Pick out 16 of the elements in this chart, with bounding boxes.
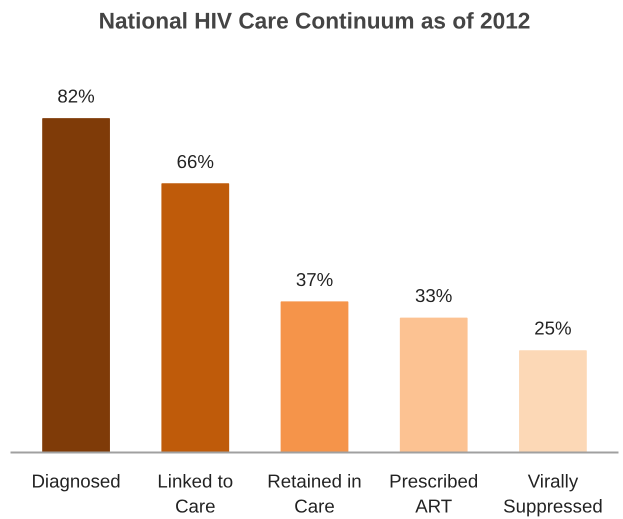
x-tick-label: Retained in Care	[267, 470, 362, 517]
data-label: 25%	[534, 318, 572, 339]
bar	[400, 318, 468, 452]
data-label: 82%	[57, 86, 95, 107]
x-tick-label: Prescribed ART	[389, 470, 478, 517]
data-label: 37%	[296, 268, 334, 290]
data-label: 66%	[176, 150, 214, 172]
bar	[280, 301, 348, 452]
chart-title: National HIV Care Continuum as of 2012	[98, 8, 530, 34]
bar	[519, 350, 587, 452]
data-label: 33%	[415, 285, 452, 306]
bar	[161, 183, 230, 452]
x-tick-label: Virally Suppressed	[503, 470, 603, 517]
bar	[42, 118, 110, 452]
x-tick-label: Linked to Care	[157, 470, 234, 517]
x-tick-label: Diagnosed	[31, 470, 121, 492]
